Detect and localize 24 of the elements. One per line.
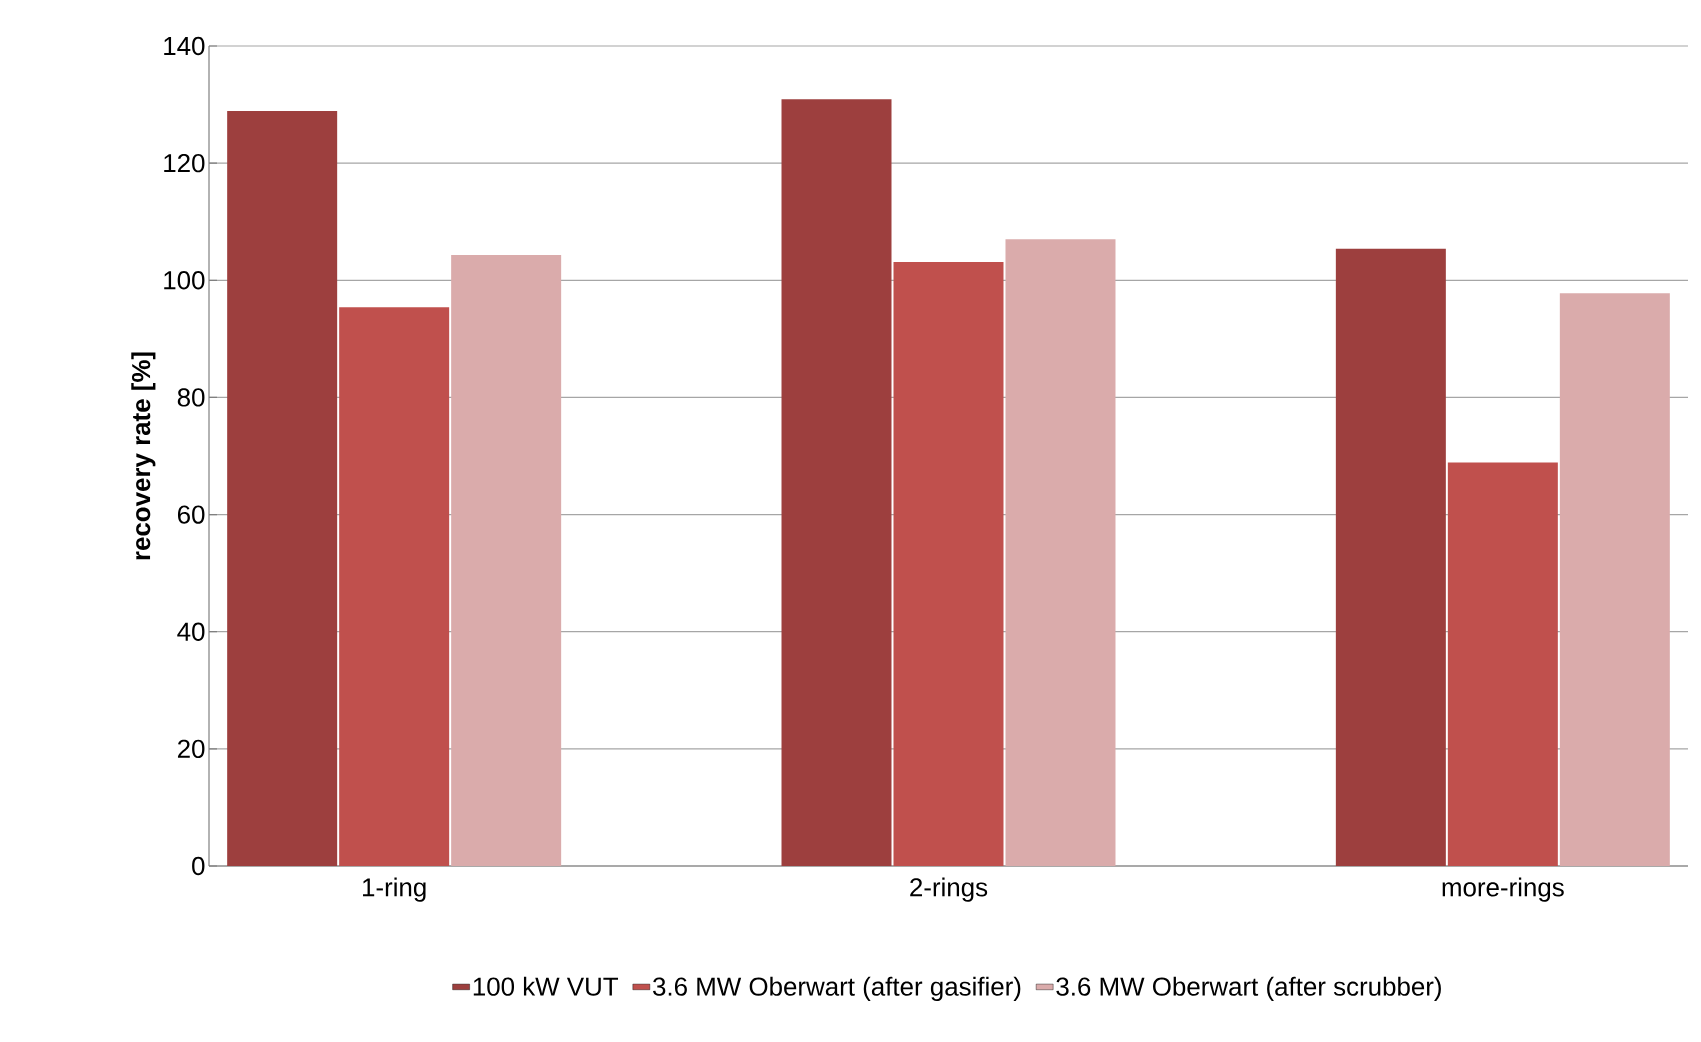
x-tick-label: 1-ring xyxy=(363,877,426,902)
x-tick-label: 2-rings xyxy=(910,877,988,902)
y-tick-label: 20 xyxy=(177,739,205,759)
y-tick-label: 0 xyxy=(192,856,205,876)
bar xyxy=(1005,239,1116,866)
y-tick-label: 100 xyxy=(164,271,205,290)
y-axis-title: recovery rate [%] xyxy=(131,352,156,560)
y-tick-label: 80 xyxy=(177,388,205,407)
bar xyxy=(227,111,338,866)
y-tick-label: 120 xyxy=(164,153,205,173)
bar xyxy=(781,99,892,866)
bar xyxy=(1335,248,1446,866)
bar xyxy=(1559,293,1670,866)
y-tick-label: 60 xyxy=(177,505,205,524)
legend-label: 100 kW VUT xyxy=(473,976,619,996)
bar xyxy=(451,255,562,866)
legend-label: 3.6 MW Oberwart (after scrubber) xyxy=(1056,976,1441,1001)
bar xyxy=(339,307,450,866)
bar xyxy=(1447,462,1558,866)
legend-label: 3.6 MW Oberwart (after gasifier) xyxy=(653,976,1021,1001)
x-tick-label: more-rings xyxy=(1442,877,1564,902)
bar xyxy=(893,262,1004,866)
y-tick-label: 40 xyxy=(177,622,205,641)
y-tick-label: 140 xyxy=(164,36,205,56)
